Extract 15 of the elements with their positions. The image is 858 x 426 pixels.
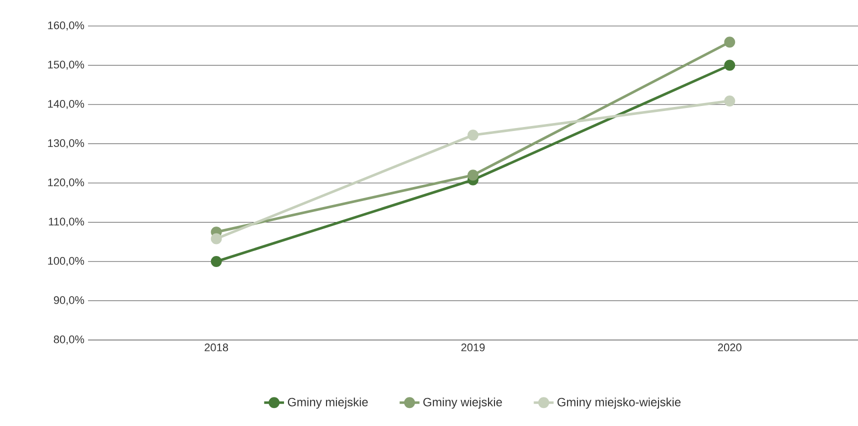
y-tick-label: 120,0% [48, 178, 84, 188]
x-tick-label: 2018 [204, 344, 228, 352]
y-tick-label: 90,0% [54, 296, 84, 306]
legend-label: Gminy wiejskie [423, 398, 502, 409]
y-tick-label: 110,0% [48, 218, 84, 227]
y-tick-label: 130,0% [48, 139, 84, 148]
legend-label: Gminy miejsko-wiejskie [557, 398, 681, 409]
y-tick-label: 150,0% [48, 60, 84, 70]
y-tick-label: 100,0% [48, 256, 84, 266]
legend-label: Gminy miejskie [288, 398, 368, 409]
x-tick-label: 2019 [461, 344, 485, 352]
y-tick-label: 160,0% [48, 21, 84, 31]
x-tick-label: 2020 [718, 344, 742, 352]
y-tick-label: 80,0% [54, 335, 84, 345]
y-tick-label: 140,0% [48, 100, 84, 110]
